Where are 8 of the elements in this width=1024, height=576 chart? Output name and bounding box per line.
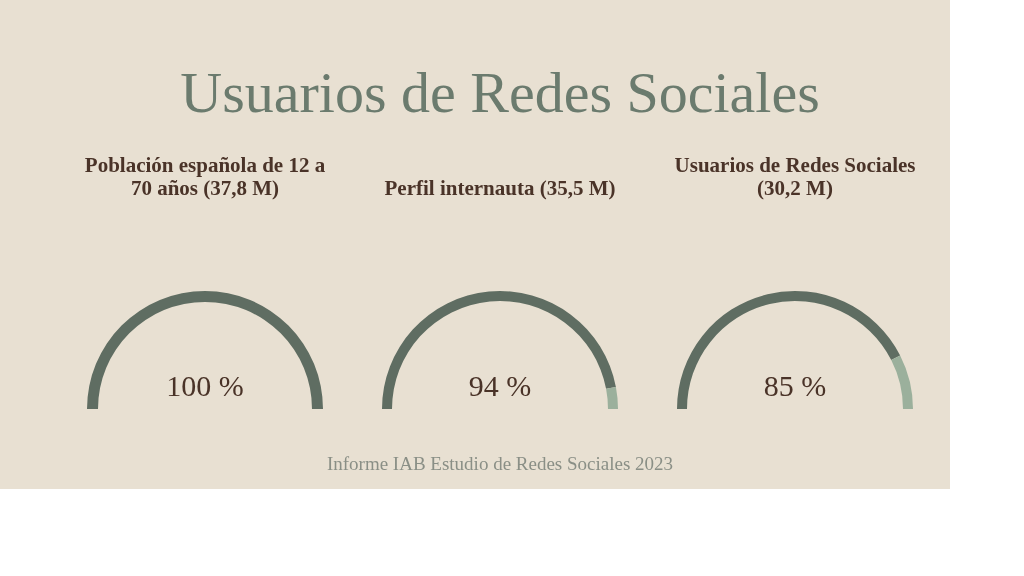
text: Usuarios de Redes Sociales xyxy=(180,60,820,125)
data-label: 85 % xyxy=(763,369,827,402)
data-label: 94 % xyxy=(468,369,532,402)
chart-title: Población española de 12 a 70 años (37,8 M) xyxy=(84,153,326,200)
data-label: 100 % xyxy=(166,369,244,402)
text: Informe IAB Estudio de Redes Sociales 2023 xyxy=(326,453,674,474)
chart-title: Perfil internauta (35,5 M) xyxy=(384,176,616,200)
chart-title: Usuarios de Redes Sociales (30,2 M) xyxy=(674,153,916,200)
